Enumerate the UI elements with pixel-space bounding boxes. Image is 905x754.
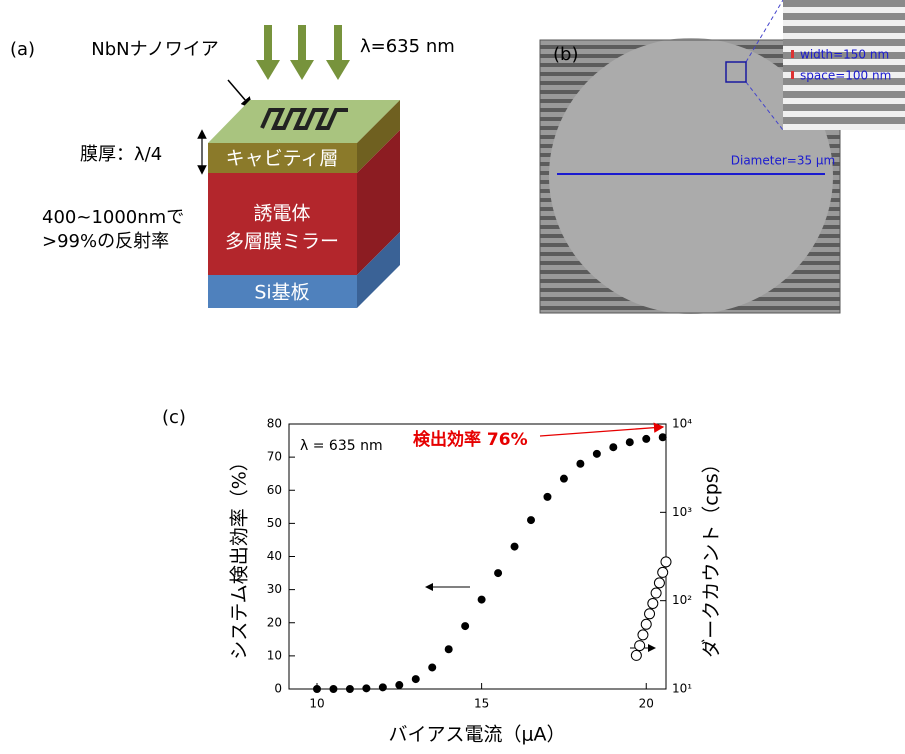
x-tick-label: 20 — [639, 697, 654, 711]
figure: (a) λ=635 nm NbNナノワイア キャビティ層 誘電体 多層膜ミラー … — [0, 0, 905, 754]
chart: (c) λ = 635 nm 検出効率 76% バイアス電流（μA） システム検… — [162, 407, 723, 746]
marker — [478, 596, 485, 603]
y-tick-label: 0 — [274, 682, 282, 696]
marker — [651, 588, 661, 598]
marker — [544, 493, 551, 500]
annotation: 検出効率 76% — [413, 429, 528, 450]
panel-label: (a) — [10, 39, 35, 60]
y-tick-label: 50 — [267, 516, 282, 530]
x-tick-label: 15 — [474, 697, 489, 711]
space-mark — [791, 71, 794, 79]
marker — [363, 685, 370, 692]
marker — [643, 435, 650, 442]
annotation: λ = 635 nm — [300, 438, 383, 454]
marker — [445, 646, 452, 653]
panel-label: (c) — [162, 407, 186, 428]
light-arrows — [256, 25, 350, 80]
y-tick-label: 40 — [267, 549, 282, 563]
diameter-text: Diameter=35 μm — [731, 154, 835, 168]
marker — [462, 623, 469, 630]
marker — [638, 630, 648, 640]
thickness: 膜厚：λ/4 — [80, 144, 162, 165]
mirror-text: 多層膜ミラー — [225, 231, 339, 253]
marker — [330, 686, 337, 693]
plot-frame — [289, 424, 666, 689]
marker — [631, 650, 641, 660]
marker — [610, 444, 617, 451]
x-axis-title: バイアス電流（μA） — [388, 724, 565, 746]
marker — [495, 570, 502, 577]
marker — [412, 676, 419, 683]
marker — [626, 439, 633, 446]
marker — [658, 567, 668, 577]
annotation-arrow — [540, 427, 663, 436]
width-mark — [791, 50, 794, 58]
cavity-text: キャビティ層 — [226, 148, 339, 170]
marker — [577, 460, 584, 467]
x-tick-label: 10 — [309, 697, 324, 711]
panel-a: (a) λ=635 nm NbNナノワイア キャビティ層 誘電体 多層膜ミラー … — [10, 25, 455, 308]
range: 400~1000nmで — [42, 207, 184, 228]
marker — [346, 686, 353, 693]
space-text: space=100 nm — [800, 69, 891, 83]
marker — [645, 609, 655, 619]
marker — [635, 641, 645, 651]
mirror-text: 誘電体 — [253, 203, 310, 225]
y-tick-label: 10 — [267, 648, 282, 662]
si-text: Si基板 — [254, 282, 309, 304]
panel-label: (b) — [553, 44, 578, 65]
y2-tick-label: 10³ — [672, 505, 692, 519]
y2-tick-label: 10² — [672, 593, 692, 607]
marker — [654, 578, 664, 588]
marker — [511, 543, 518, 550]
y-axis-title: システム検出効率（%） — [229, 452, 251, 659]
marker — [560, 475, 567, 482]
y2-tick-label: 10⁴ — [672, 417, 692, 431]
marker — [659, 434, 666, 441]
marker — [648, 598, 658, 608]
y2-tick-label: 10¹ — [672, 682, 692, 696]
marker — [313, 686, 320, 693]
wavelength: λ=635 nm — [360, 36, 455, 57]
marker — [379, 684, 386, 691]
marker — [429, 664, 436, 671]
y2-axis-title: ダークカウント（cps） — [701, 454, 723, 657]
width-text: width=150 nm — [800, 48, 889, 62]
y-tick-label: 60 — [267, 483, 282, 497]
page: (a) λ=635 nm NbNナノワイア キャビティ層 誘電体 多層膜ミラー … — [0, 0, 905, 754]
marker — [396, 682, 403, 689]
marker — [641, 619, 651, 629]
panel-b: width=150 nm space=100 nm Diameter=35 μm… — [540, 0, 905, 314]
y-tick-label: 20 — [267, 615, 282, 629]
inset — [783, 0, 905, 130]
marker — [528, 517, 535, 524]
marker — [593, 450, 600, 457]
y-tick-label: 30 — [267, 582, 282, 596]
y-tick-label: 70 — [267, 450, 282, 464]
marker — [661, 557, 671, 567]
nanowire-label: NbNナノワイア — [91, 39, 218, 60]
y-tick-label: 80 — [267, 417, 282, 431]
reflectance: >99%の反射率 — [42, 231, 169, 252]
